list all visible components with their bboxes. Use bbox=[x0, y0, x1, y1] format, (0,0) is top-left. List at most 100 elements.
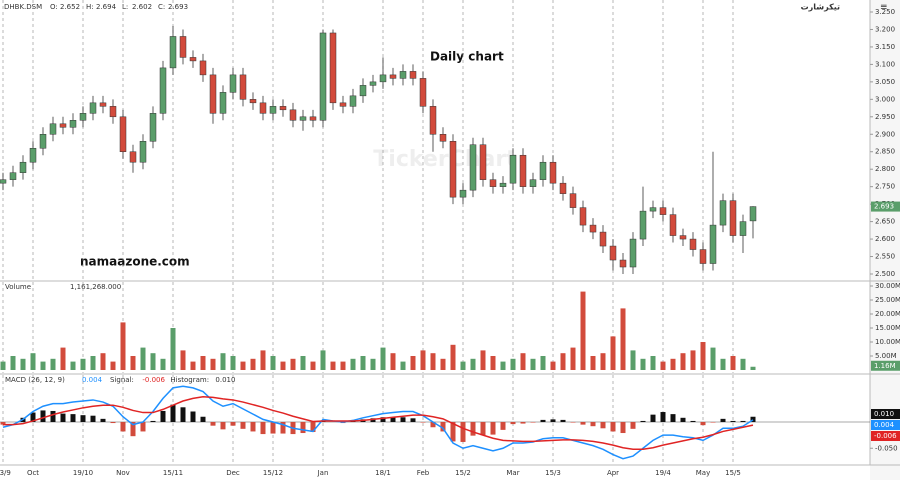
histogram-bar bbox=[750, 416, 756, 422]
y-tick-label: 3.200 bbox=[875, 25, 895, 33]
y-tick-label: 2.950 bbox=[875, 113, 895, 121]
macd-line bbox=[2, 385, 754, 460]
ohlc-label: C: bbox=[158, 3, 165, 11]
volume-bar bbox=[420, 350, 426, 370]
volume-bar bbox=[600, 353, 606, 370]
volume-bar bbox=[20, 358, 26, 370]
candle-body bbox=[479, 144, 487, 180]
y-tick-label: -0.050 bbox=[875, 444, 898, 452]
candle-body bbox=[59, 123, 67, 128]
histogram-bar bbox=[450, 422, 456, 442]
candle-body bbox=[419, 78, 427, 107]
volume-bar bbox=[490, 356, 496, 370]
x-tick-label: 15/12 bbox=[263, 469, 283, 477]
logo: تيكرشارت bbox=[801, 3, 840, 12]
histogram-bar bbox=[50, 410, 56, 422]
candle-body bbox=[109, 106, 117, 118]
x-tick-label: Oct bbox=[27, 469, 39, 477]
volume-bar bbox=[170, 328, 176, 370]
volume-bar bbox=[670, 358, 676, 370]
y-tick-label: 2.650 bbox=[875, 218, 895, 226]
candle-body bbox=[319, 32, 327, 121]
value-flag bbox=[871, 431, 900, 441]
volume-bar bbox=[380, 347, 386, 370]
candle-body bbox=[0, 179, 7, 184]
histogram-bar bbox=[150, 420, 156, 422]
volume-bar bbox=[660, 361, 666, 370]
candle-body bbox=[219, 92, 227, 114]
volume-bar bbox=[310, 361, 316, 370]
volume-bar bbox=[390, 353, 396, 370]
candle-body bbox=[329, 32, 337, 104]
candle-body bbox=[79, 113, 87, 121]
candle-body bbox=[269, 106, 277, 114]
candle-body bbox=[749, 206, 757, 222]
histogram-bar bbox=[120, 422, 126, 432]
candle-body bbox=[609, 245, 617, 261]
x-tick-label: Dec bbox=[226, 469, 240, 477]
candle-body bbox=[149, 113, 157, 142]
site-label: namaazone.com bbox=[80, 255, 190, 269]
candle-body bbox=[9, 172, 17, 180]
candle-body bbox=[459, 189, 467, 198]
histogram-bar bbox=[300, 422, 306, 434]
volume-bar bbox=[700, 342, 706, 370]
histogram-bar bbox=[370, 418, 376, 422]
volume-bar bbox=[370, 358, 376, 370]
volume-bar bbox=[70, 361, 76, 370]
volume-bar bbox=[350, 358, 356, 370]
watermark: TickerChart bbox=[373, 147, 517, 172]
volume-bar bbox=[340, 361, 346, 370]
histogram-bar bbox=[180, 407, 186, 422]
ohlc-value: 2.602 bbox=[132, 3, 152, 11]
candle-body bbox=[539, 161, 547, 180]
value-flag bbox=[871, 409, 900, 419]
volume-bar bbox=[650, 356, 656, 370]
y-tick-label: 2.900 bbox=[875, 130, 895, 138]
volume-bar bbox=[570, 347, 576, 370]
histogram-bar bbox=[90, 415, 96, 422]
x-tick-label: 19/10 bbox=[73, 469, 93, 477]
x-tick-label: Mar bbox=[506, 469, 519, 477]
candle-body bbox=[689, 238, 697, 250]
legend-value: 0.004 bbox=[82, 376, 103, 384]
volume-bar bbox=[560, 353, 566, 370]
histogram-bar bbox=[440, 422, 446, 432]
volume-bar bbox=[190, 361, 196, 370]
candle-body bbox=[49, 123, 57, 135]
candle-body bbox=[279, 106, 287, 111]
y-tick-label: 10.00M bbox=[875, 338, 900, 346]
volume-bar bbox=[220, 353, 226, 370]
volume-bar bbox=[740, 358, 746, 370]
volume-bar bbox=[130, 356, 136, 370]
volume-bar bbox=[60, 347, 66, 370]
volume-bar bbox=[540, 356, 546, 370]
volume-bar bbox=[520, 353, 526, 370]
histogram-bar bbox=[60, 413, 66, 422]
histogram-bar bbox=[580, 422, 586, 425]
volume-bar bbox=[330, 361, 336, 370]
candle-body bbox=[369, 81, 377, 86]
candle-body bbox=[429, 106, 437, 135]
histogram-bar bbox=[470, 422, 476, 436]
menu-button[interactable]: ≡ bbox=[880, 3, 888, 13]
candle-body bbox=[199, 60, 207, 76]
candle-body bbox=[679, 235, 687, 240]
candle-body bbox=[89, 102, 97, 114]
candle-body bbox=[389, 74, 397, 79]
histogram-bar bbox=[310, 422, 316, 432]
volume-bar bbox=[90, 356, 96, 370]
panel-title: MACD (26, 12, 9) bbox=[5, 376, 65, 384]
macd-line bbox=[3, 396, 754, 451]
volume-bar bbox=[270, 356, 276, 370]
volume-bar bbox=[0, 361, 6, 370]
candle-body bbox=[669, 214, 677, 236]
volume-bar bbox=[150, 353, 156, 370]
candle-body bbox=[499, 182, 507, 187]
candle-body bbox=[339, 102, 347, 107]
volume-bar bbox=[80, 358, 86, 370]
volume-bar bbox=[120, 322, 126, 370]
y-tick-label: 2.600 bbox=[875, 235, 895, 243]
x-tick-label: 15/5 bbox=[725, 469, 741, 477]
histogram-bar bbox=[690, 420, 696, 422]
